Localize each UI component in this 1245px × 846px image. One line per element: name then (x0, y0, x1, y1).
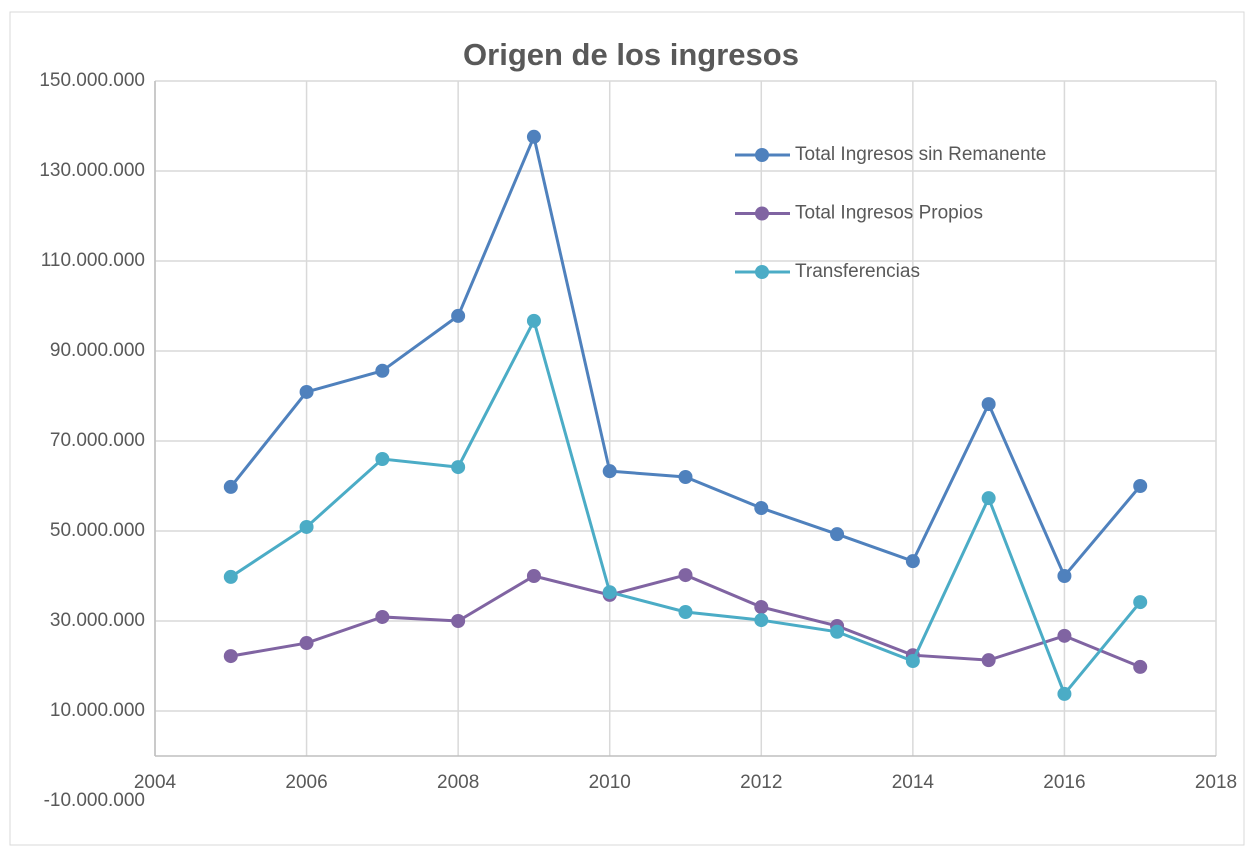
data-point (299, 636, 314, 651)
data-point (830, 527, 845, 542)
y-tick-label: 150.000.000 (39, 70, 145, 91)
x-tick-label: 2018 (1195, 772, 1237, 793)
data-point (754, 600, 769, 615)
data-point (754, 501, 769, 516)
data-point (830, 624, 845, 639)
data-point (451, 308, 466, 323)
y-tick-label: 110.000.000 (41, 250, 145, 271)
data-point (754, 613, 769, 628)
data-point (526, 569, 541, 583)
data-point (905, 654, 920, 669)
data-point (981, 397, 996, 412)
y-tick-label: 10.000.000 (50, 700, 145, 721)
data-point (451, 614, 466, 628)
data-point (678, 605, 693, 619)
y-tick-label: 130.000.000 (39, 160, 145, 181)
y-tick-label: 30.000.000 (50, 610, 145, 631)
legend-marker (755, 148, 769, 162)
data-point (905, 554, 920, 569)
series-line (229, 316, 1142, 697)
data-point (678, 470, 693, 484)
data-point (223, 569, 238, 584)
chart-title: Origen de los ingresos (463, 37, 799, 72)
legend-label: Transferencias (795, 261, 920, 282)
data-point (526, 313, 541, 328)
series-line (229, 131, 1142, 579)
legend-label: Total Ingresos Propios (795, 203, 983, 224)
x-tick-label: 2006 (285, 772, 327, 793)
x-tick-label: 2004 (134, 772, 177, 793)
data-point (375, 609, 390, 624)
data-point (299, 519, 314, 534)
data-point (1133, 595, 1148, 610)
legend-marker (755, 206, 769, 221)
data-point (1057, 628, 1072, 643)
data-point (1133, 659, 1148, 674)
legend-marker (755, 265, 769, 279)
data-point (678, 568, 693, 583)
y-tick-label: 70.000.000 (50, 430, 145, 451)
data-point (223, 649, 238, 664)
data-point (1057, 569, 1072, 583)
data-point (299, 384, 314, 399)
data-point (602, 464, 617, 479)
data-point (1057, 686, 1072, 701)
data-point (981, 653, 996, 668)
data-point (1133, 479, 1148, 493)
chart-border (9, 11, 1245, 846)
y-tick-label: 90.000.000 (50, 340, 145, 361)
data-point (375, 363, 390, 378)
data-point (451, 460, 466, 475)
x-tick-label: 2012 (740, 772, 782, 793)
y-tick-label: -10.000.000 (44, 790, 145, 811)
data-point (375, 452, 390, 466)
data-point (981, 491, 996, 506)
x-tick-label: 2016 (1043, 772, 1085, 793)
x-tick-label: 2014 (892, 772, 935, 793)
data-point (526, 129, 541, 144)
data-point (223, 479, 238, 494)
legend-label: Total Ingresos sin Remanente (795, 144, 1046, 165)
y-tick-label: 50.000.000 (50, 520, 145, 541)
x-tick-label: 2008 (437, 772, 479, 793)
data-point (602, 585, 617, 600)
x-tick-label: 2010 (589, 772, 631, 793)
